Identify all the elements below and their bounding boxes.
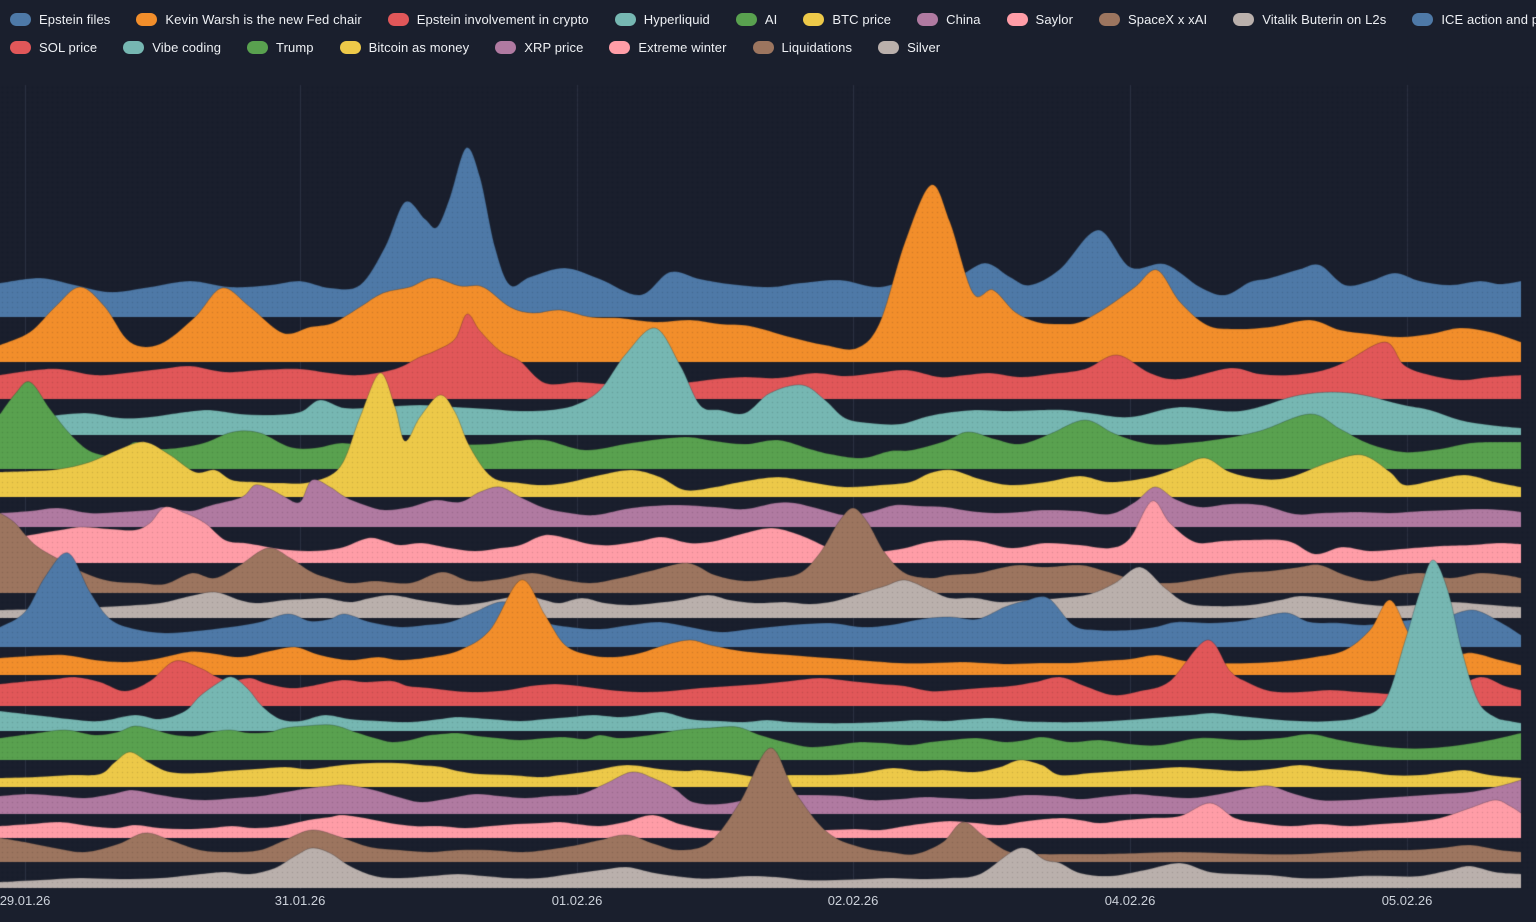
legend-item-label: SpaceX x xAI [1128,12,1208,27]
legend-item-label: Bitcoin as money [368,40,470,55]
legend-item[interactable]: Extreme winter [609,40,726,55]
legend-item[interactable]: Vibe coding [123,40,221,55]
legend-item-label: SOL price [39,40,98,55]
legend-item[interactable]: Trump [247,40,314,55]
legend-item-label: BTC price [832,12,892,27]
x-axis-tick-label: 01.02.26 [551,893,603,908]
legend-item[interactable]: Silver [878,40,940,55]
x-axis-tick-label: 29.01.26 [0,893,51,908]
legend-swatch-icon [495,41,517,54]
legend-item-label: ICE action and protests [1441,12,1536,27]
legend-item-label: Saylor [1035,12,1073,27]
legend-swatch-icon [1412,13,1434,26]
legend-item[interactable]: AI [735,12,778,27]
legend-item-label: China [946,12,981,27]
legend-item[interactable]: BTC price [803,12,891,27]
x-axis-tick-label: 02.02.26 [827,893,879,908]
legend-item-label: Epstein involvement in crypto [416,12,589,27]
legend-item-label: Extreme winter [638,40,727,55]
legend-item[interactable]: Epstein files [10,12,110,27]
legend-item-label: Hyperliquid [643,12,710,27]
legend-swatch-icon [803,13,825,26]
legend-swatch-icon [609,41,631,54]
legend-row-1: Epstein files Kevin Warsh is the new Fed … [10,12,1536,27]
legend-item-label: Vibe coding [152,40,222,55]
legend-item-label: AI [764,12,778,27]
legend-swatch-icon [10,41,31,54]
x-axis: 29.01.26 31.01.26 01.02.26 02.02.26 04.02.26… [0,893,1536,915]
legend-swatch-icon [752,41,774,54]
legend-swatch-icon [917,13,939,26]
x-axis-tick-label: 31.01.26 [274,893,326,908]
legend-swatch-icon [339,41,361,54]
legend-item-label: Silver [907,40,941,55]
legend-item[interactable]: XRP price [495,40,583,55]
legend-item[interactable]: Epstein involvement in crypto [387,12,589,27]
legend-item[interactable]: Liquidations [752,40,853,55]
legend-swatch-icon [247,41,269,54]
legend-swatch-icon [123,41,145,54]
legend-swatch-icon [1099,13,1120,26]
legend-item[interactable]: Hyperliquid [614,12,710,27]
legend-item[interactable]: ICE action and protests [1412,12,1536,27]
legend-item-label: Kevin Warsh is the new Fed chair [165,12,362,27]
legend-swatch-icon [136,13,158,26]
x-axis-tick-label: 04.02.26 [1104,893,1156,908]
legend-swatch-icon [614,13,636,26]
legend-item-label: Trump [276,40,314,55]
legend-item[interactable]: China [917,12,980,27]
legend-item[interactable]: Kevin Warsh is the new Fed chair [136,12,362,27]
legend-swatch-icon [1006,13,1028,26]
legend-item[interactable]: Saylor [1006,12,1073,27]
legend-swatch-icon [10,13,31,26]
legend-item-label: Epstein files [39,12,111,27]
x-axis-tick-label: 05.02.26 [1381,893,1433,908]
legend-swatch-icon [878,41,900,54]
legend-item[interactable]: Bitcoin as money [339,40,470,55]
legend-item[interactable]: SpaceX x xAI [1099,12,1207,27]
legend-item[interactable]: Vitalik Buterin on L2s [1233,12,1386,27]
legend-swatch-icon [735,13,757,26]
legend: Epstein files Kevin Warsh is the new Fed … [0,0,1536,55]
legend-swatch-icon [1233,13,1255,26]
legend-item-label: XRP price [524,40,584,55]
legend-item-label: Vitalik Buterin on L2s [1262,12,1387,27]
legend-item[interactable]: SOL price [10,40,97,55]
legend-item-label: Liquidations [781,40,853,55]
legend-swatch-icon [387,13,409,26]
legend-row-2: SOL price Vibe coding Trump Bitcoin as mone… [10,40,1526,55]
